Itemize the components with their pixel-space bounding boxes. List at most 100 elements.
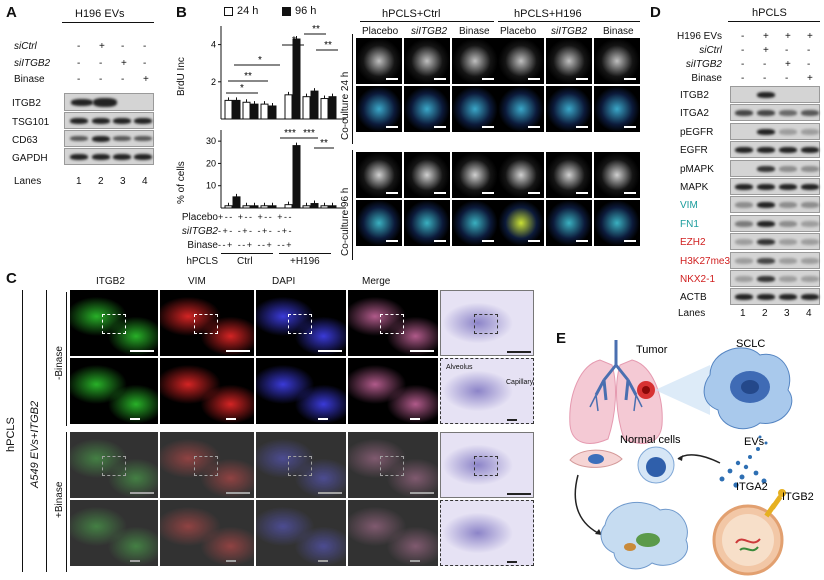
coculture-image — [594, 38, 640, 84]
panel-d-blot-label: ITGB2 — [680, 90, 709, 101]
label-tumor: Tumor — [636, 344, 668, 356]
panel-c-left-line-2 — [46, 290, 47, 572]
coculture-image — [356, 200, 402, 246]
bar-24h — [242, 205, 251, 209]
significance-label: ** — [324, 40, 332, 51]
significance-label: * — [258, 55, 262, 66]
binase-signs: --+ --+ --+ --+ — [218, 240, 294, 250]
bar-96h — [328, 96, 337, 120]
panel-a-row-binase: Binase — [14, 74, 45, 85]
panel-d-header: hPCLS — [752, 7, 787, 19]
group-label-ctrl: Ctrl — [237, 256, 253, 267]
panel-d-blot-label: NKX2-1 — [680, 274, 716, 285]
fluorescence-image — [348, 432, 438, 498]
schematic-diagram: Tumor SCLC EVs Normal cells — [569, 338, 814, 576]
col-header-placebo-2: Placebo — [500, 26, 537, 37]
panel-a-sign: - — [121, 74, 125, 85]
panel-a-sign: - — [77, 74, 81, 85]
panel-c-left-label-2: A549 EVs+ITGB2 — [29, 400, 41, 488]
coculture-image — [404, 38, 450, 84]
panel-a-sign: + — [99, 41, 105, 52]
sclc-cell — [703, 347, 793, 430]
fluorescence-image — [70, 432, 158, 498]
bar-24h — [260, 205, 269, 209]
panel-d-sign: - — [741, 73, 745, 84]
panel-d-sign: + — [807, 73, 813, 84]
blot-a-cd63 — [64, 130, 154, 147]
bar-96h — [328, 205, 337, 209]
row-label-minus-binase: -Binase — [54, 346, 65, 380]
fluorescence-image — [348, 500, 438, 566]
panel-d-sign: - — [763, 59, 767, 70]
coculture-image — [404, 86, 450, 132]
fluorescence-image — [440, 290, 534, 356]
fluorescence-image — [160, 290, 254, 356]
panel-d-lane-4: 4 — [806, 308, 812, 319]
panel-b-letter: B — [176, 4, 187, 21]
bar-24h — [224, 99, 233, 120]
panel-a-sign: - — [77, 41, 81, 52]
panel-d-sign: + — [763, 45, 769, 56]
row-line-minus-binase — [66, 292, 67, 426]
coculture-image — [452, 200, 498, 246]
panel-d-sign: - — [741, 45, 745, 56]
panel-d-blot-label: ACTB — [680, 292, 707, 304]
bar-24h — [302, 205, 311, 209]
row-label-plus-binase: +Binase — [54, 481, 65, 518]
significance-label: * — [292, 35, 296, 46]
label-itga2: ITGA2 — [736, 481, 768, 493]
panel-d-sign: - — [785, 73, 789, 84]
panel-d-blot-label: pEGFR — [680, 126, 714, 138]
coculture-image — [404, 200, 450, 246]
fluorescence-image — [348, 290, 438, 356]
panel-a-letter: A — [6, 4, 17, 21]
panel-d-blot-strip — [730, 251, 820, 269]
panel-d-blot-strip — [730, 122, 820, 140]
fluorescence-image — [348, 358, 438, 424]
ev-receptor-diagram — [712, 489, 786, 576]
zoom-region-box — [101, 455, 126, 476]
normal-cell-left — [569, 449, 623, 468]
image-header-line-h196 — [498, 21, 640, 22]
bar-24h — [284, 204, 293, 209]
panel-a-sign: - — [99, 74, 103, 85]
side-label-24h: Co-culture 24 h — [340, 71, 351, 140]
panel-d-blot-label: EGFR — [680, 145, 708, 157]
significance-label: ** — [312, 24, 320, 35]
coculture-image — [452, 86, 498, 132]
fluorescence-image — [160, 500, 254, 566]
panel-a-lanes-label: Lanes — [14, 176, 42, 187]
coculture-image — [498, 86, 544, 132]
panel-a-sign: - — [121, 41, 125, 52]
panel-d-blot-strip — [730, 104, 820, 122]
bar-96h — [292, 145, 301, 209]
panel-d-blot-label: EZH2 — [680, 237, 706, 249]
fluorescence-image — [256, 358, 346, 424]
bar-24h — [260, 103, 269, 120]
bar-96h — [250, 205, 259, 209]
coculture-image — [356, 152, 402, 198]
panel-a-row-siitgb2: siITGB2 — [14, 58, 51, 69]
image-header-h196: hPCLS+H196 — [514, 8, 582, 20]
chart-y-tick-label: 10 — [206, 181, 216, 191]
panel-d-blot-strip — [730, 270, 820, 287]
panel-d-sign: - — [741, 59, 745, 70]
cond-siitgb2: siITGB2 — [181, 226, 218, 237]
group-line-ctrl — [221, 253, 273, 254]
row-line-plus-binase — [66, 432, 67, 572]
panel-a-header: H196 EVs — [75, 8, 125, 20]
side-line-24h — [352, 34, 353, 144]
cond-placebo: Placebo — [181, 212, 218, 223]
label-evs: EVs — [744, 436, 765, 448]
panel-a-blot-label-itgb2: ITGB2 — [12, 98, 41, 109]
panel-d-sign: - — [785, 45, 789, 56]
col-header-siitgb2-2: siITGB2 — [551, 26, 588, 37]
panel-d-letter: D — [650, 4, 661, 21]
panel-d-blot-strip — [730, 178, 820, 195]
fluorescence-image — [256, 500, 346, 566]
panel-a-lane-1: 1 — [76, 176, 82, 187]
fluorescence-image — [256, 290, 346, 356]
panel-d-blot-label: FN1 — [680, 218, 699, 230]
panel-a-lane-2: 2 — [98, 176, 104, 187]
